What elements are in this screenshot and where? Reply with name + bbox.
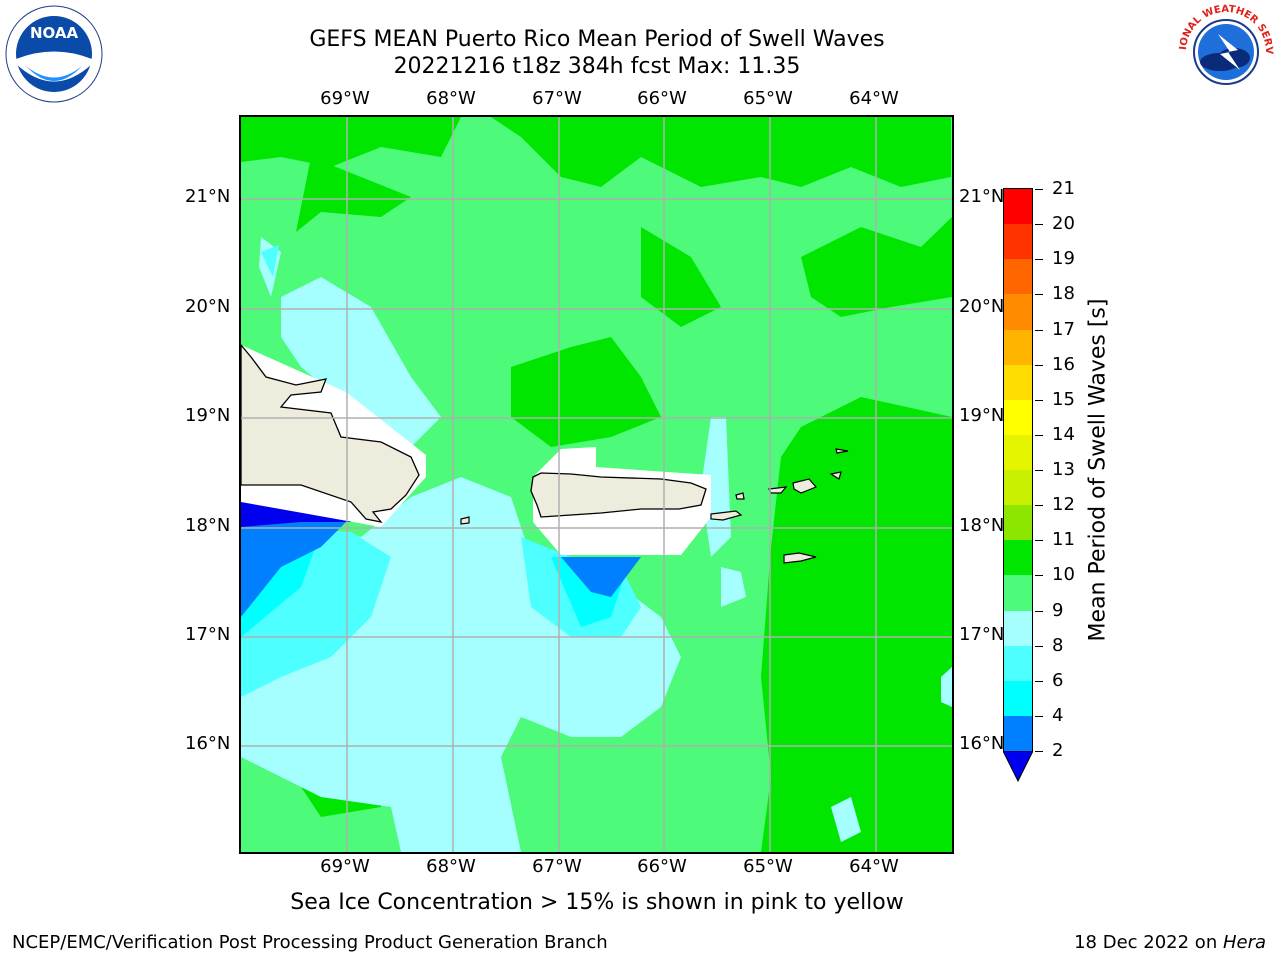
colorbar-tick-label: 2	[1052, 740, 1064, 761]
colorbar-tick-label: 9	[1052, 599, 1064, 621]
colorbar-segment	[1004, 470, 1032, 506]
map-svg	[241, 117, 952, 852]
colorbar-tick	[1035, 364, 1043, 366]
colorbar-segment	[1004, 715, 1032, 752]
lat-label-left-17n: 17°N	[185, 624, 231, 645]
colorbar-tick	[1035, 715, 1043, 717]
colorbar-tick	[1035, 645, 1043, 647]
colorbar-tick-label: 18	[1052, 283, 1075, 305]
nws-logo: NATIONAL WEATHER SERVICE	[1176, 4, 1274, 98]
colorbar-tick-label: 21	[1052, 178, 1075, 199]
small-islands	[460, 448, 849, 564]
colorbar-tick	[1035, 224, 1043, 226]
colorbar-tick-label: 10	[1052, 564, 1075, 586]
colorbar-tick-label: 17	[1052, 318, 1075, 340]
colorbar-tick	[1035, 434, 1043, 436]
colorbar-tick-label: 11	[1052, 529, 1075, 551]
lat-label-right-18n: 18°N	[959, 515, 1005, 536]
colorbar-tick-label: 8	[1052, 634, 1064, 656]
svg-text:NOAA: NOAA	[30, 24, 79, 42]
colorbar-tick	[1035, 575, 1043, 577]
colorbar-tick	[1035, 189, 1043, 190]
graticule	[241, 117, 952, 852]
lon-label-bottom-64w: 64°W	[849, 856, 899, 877]
colorbar-tick-label: 4	[1052, 704, 1064, 726]
lon-label-top-67w: 67°W	[532, 88, 582, 109]
lat-label-right-16n: 16°N	[959, 733, 1005, 754]
colorbar-tick	[1035, 294, 1043, 296]
colorbar-segment	[1004, 189, 1032, 225]
lon-label-top-64w: 64°W	[849, 88, 899, 109]
lon-label-top-69w: 69°W	[320, 88, 370, 109]
sea-ice-caption: Sea Ice Concentration > 15% is shown in …	[290, 890, 904, 915]
colorbar-segment	[1004, 224, 1032, 261]
colorbar-segment	[1004, 259, 1032, 296]
lat-label-left-19n: 19°N	[185, 405, 231, 426]
footer-date-text: 18 Dec 2022 on	[1074, 932, 1223, 953]
lat-label-right-20n: 20°N	[959, 296, 1005, 317]
colorbar-tick	[1035, 610, 1043, 612]
lon-label-top-68w: 68°W	[426, 88, 476, 109]
lat-label-left-20n: 20°N	[185, 296, 231, 317]
lon-label-bottom-69w: 69°W	[320, 856, 370, 877]
colorbar-segment	[1004, 645, 1032, 682]
colorbar-segment	[1004, 364, 1032, 401]
lat-label-left-21n: 21°N	[185, 186, 231, 207]
colorbar-segment	[1004, 505, 1032, 542]
colorbar-under-arrow	[1003, 751, 1033, 783]
colorbar-tick-label: 20	[1052, 213, 1075, 235]
lon-label-top-65w: 65°W	[743, 88, 793, 109]
colorbar-segment	[1004, 329, 1032, 366]
colorbar-tick	[1035, 259, 1043, 261]
colorbar-tick	[1035, 329, 1043, 331]
footer-producer: NCEP/EMC/Verification Post Processing Pr…	[12, 932, 608, 953]
colorbar-tick-label: 12	[1052, 494, 1075, 516]
map-subtitle: 20221216 t18z 384h fcst Max: 11.35	[393, 54, 801, 79]
colorbar-tick	[1035, 470, 1043, 471]
field-2-4s	[241, 502, 641, 617]
lon-label-bottom-68w: 68°W	[426, 856, 476, 877]
colorbar-segment	[1004, 575, 1032, 612]
land-hispaniola	[241, 343, 420, 523]
colorbar-tick-label: 14	[1052, 423, 1075, 445]
lon-label-top-66w: 66°W	[637, 88, 687, 109]
colorbar-tick-label: 13	[1052, 459, 1075, 480]
land-puerto-rico	[530, 472, 707, 518]
colorbar-tick-label: 19	[1052, 248, 1075, 270]
colorbar-segment	[1004, 540, 1032, 577]
colorbar-segment	[1004, 434, 1032, 471]
colorbar-label: Mean Period of Swell Waves [s]	[1085, 298, 1111, 642]
colorbar-tick-label: 16	[1052, 353, 1075, 375]
colorbar-segment	[1004, 399, 1032, 436]
colorbar-segment	[1004, 294, 1032, 331]
colorbar-tick	[1035, 399, 1043, 401]
lat-label-right-21n: 21°N	[959, 186, 1005, 207]
colorbar-tick-label: 6	[1052, 669, 1064, 691]
colorbar-tick	[1035, 751, 1043, 752]
colorbar-segment	[1004, 680, 1032, 717]
lat-label-right-19n: 19°N	[959, 405, 1005, 426]
footer-machine: Hera	[1222, 932, 1266, 953]
colorbar-tick	[1035, 680, 1043, 682]
colorbar-segment	[1004, 610, 1032, 647]
colorbar-tick	[1035, 540, 1043, 542]
footer-date: 18 Dec 2022 on Hera	[1074, 932, 1266, 953]
lat-label-left-16n: 16°N	[185, 733, 231, 754]
swell-period-map	[239, 115, 954, 854]
colorbar-tick-label: 15	[1052, 388, 1075, 410]
map-title: GEFS MEAN Puerto Rico Mean Period of Swe…	[309, 27, 885, 52]
lat-label-right-17n: 17°N	[959, 624, 1005, 645]
lon-label-bottom-67w: 67°W	[532, 856, 582, 877]
noaa-logo: NOAA	[5, 5, 103, 103]
lon-label-bottom-66w: 66°W	[637, 856, 687, 877]
colorbar-tick	[1035, 505, 1043, 507]
lat-label-left-18n: 18°N	[185, 515, 231, 536]
colorbar	[1003, 188, 1033, 752]
lon-label-bottom-65w: 65°W	[743, 856, 793, 877]
